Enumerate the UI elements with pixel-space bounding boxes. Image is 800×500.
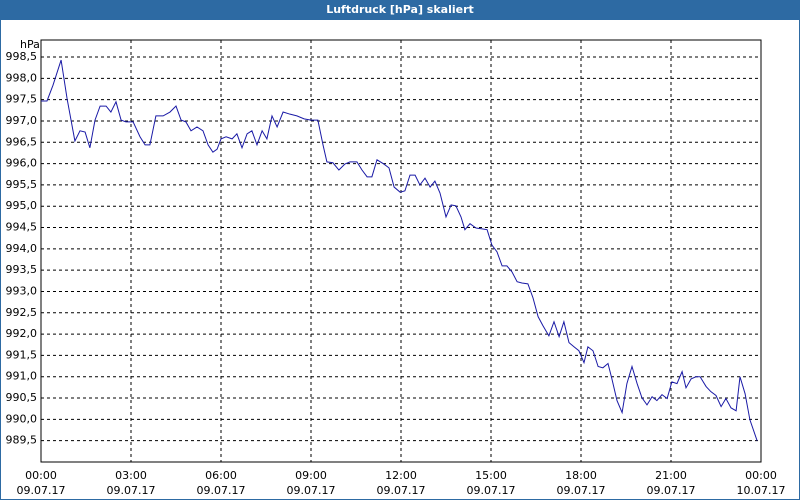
y-tick-label: 991,0	[6, 370, 38, 383]
y-tick-label: 989,5	[6, 434, 38, 447]
y-tick-label: 992,5	[6, 306, 38, 319]
y-tick-label: 991,5	[6, 348, 38, 361]
y-tick-label: 997,0	[6, 114, 38, 127]
y-tick-label: 996,5	[6, 135, 38, 148]
x-tick-date: 09.07.17	[377, 484, 426, 497]
x-tick-label: 21:00	[655, 469, 687, 482]
y-tick-label: 997,5	[6, 93, 38, 106]
y-tick-label: 996,0	[6, 157, 38, 170]
x-tick-date: 09.07.17	[197, 484, 246, 497]
x-tick-date: 09.07.17	[287, 484, 336, 497]
y-tick-label: 994,0	[6, 242, 38, 255]
x-tick-date: 09.07.17	[647, 484, 696, 497]
x-tick-label: 03:00	[115, 469, 147, 482]
x-tick-label: 18:00	[565, 469, 597, 482]
chart-title: Luftdruck [hPa] skaliert	[326, 3, 474, 16]
x-tick-label: 00:00	[745, 469, 777, 482]
pressure-line	[41, 59, 758, 441]
y-unit: hPa	[20, 38, 40, 51]
y-tick-label: 998,0	[6, 71, 38, 84]
x-tick-label: 09:00	[295, 469, 327, 482]
y-tick-label: 995,0	[6, 199, 38, 212]
y-tick-label: 992,0	[6, 327, 38, 340]
y-tick-label: 994,5	[6, 221, 38, 234]
y-tick-label: 998,5	[6, 50, 38, 63]
x-tick-label: 06:00	[205, 469, 237, 482]
x-tick-label: 15:00	[475, 469, 507, 482]
x-tick-label: 12:00	[385, 469, 417, 482]
x-tick-date: 10.07.17	[737, 484, 786, 497]
y-tick-label: 993,5	[6, 263, 38, 276]
y-tick-label: 990,5	[6, 391, 38, 404]
y-tick-label: 990,0	[6, 412, 38, 425]
x-tick-date: 09.07.17	[107, 484, 156, 497]
title-bar	[0, 0, 800, 20]
x-tick-label: 00:00	[25, 469, 57, 482]
y-tick-label: 995,5	[6, 178, 38, 191]
x-tick-date: 09.07.17	[17, 484, 66, 497]
y-tick-label: 993,0	[6, 284, 38, 297]
x-tick-date: 09.07.17	[467, 484, 516, 497]
x-tick-date: 09.07.17	[557, 484, 606, 497]
